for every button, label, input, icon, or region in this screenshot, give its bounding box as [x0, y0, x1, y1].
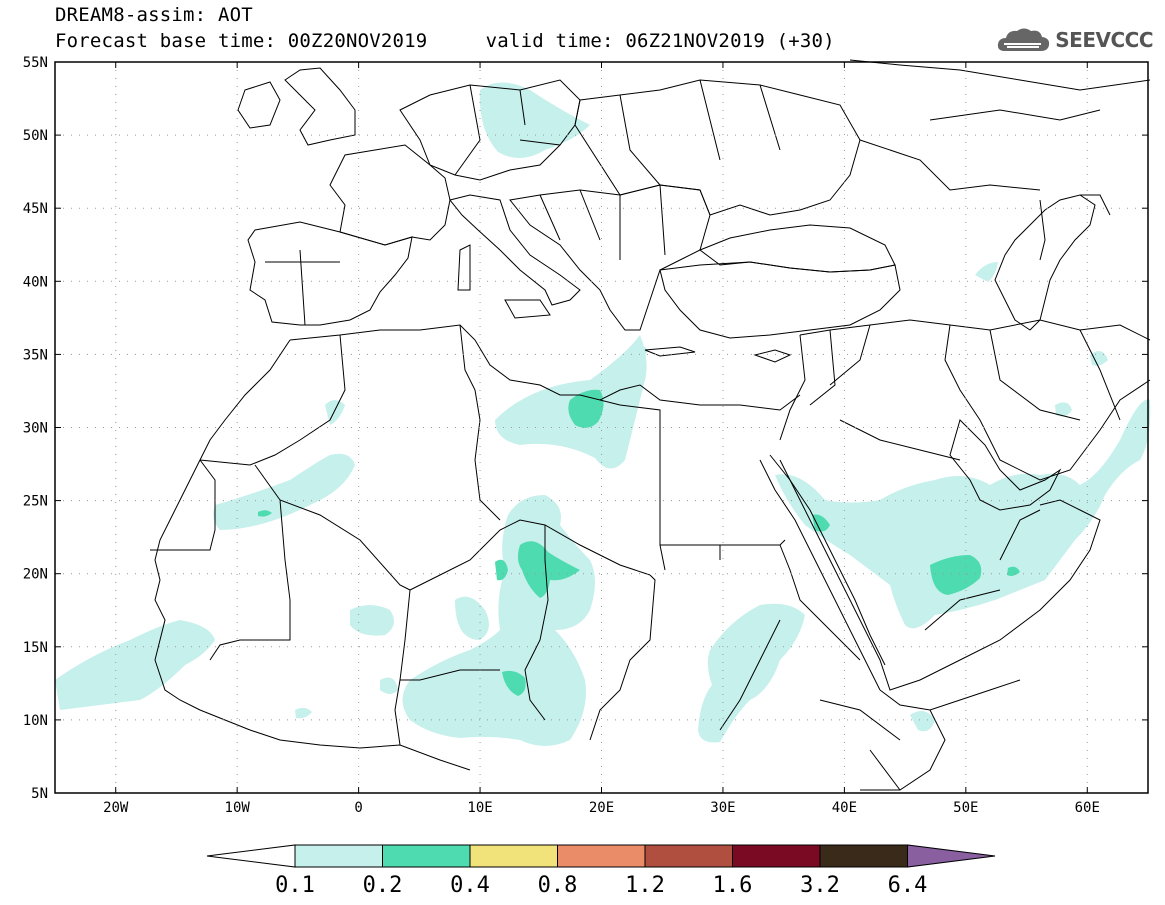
lat-tick-label: 35N: [23, 347, 48, 363]
colorbar-bin: [644, 844, 733, 868]
colorbar-bin: [469, 844, 558, 868]
lat-tick-label: 5N: [31, 786, 48, 802]
colorbar-label: 6.4: [888, 873, 928, 898]
colorbar: [206, 844, 996, 868]
colorbar-label: 1.2: [625, 873, 665, 898]
lat-tick-label: 50N: [23, 128, 48, 144]
colorbar-labels: 0.1 0.2 0.4 0.8 1.2 1.6 3.2 6.4: [275, 873, 927, 898]
cloud-logo-icon: [998, 28, 1050, 51]
lat-tick-label: 15N: [23, 640, 48, 656]
colorbar-bin: [294, 844, 383, 868]
lat-tick-label: 10N: [23, 713, 48, 729]
lat-tick-label: 40N: [23, 274, 48, 290]
lon-tick-label: 40E: [832, 800, 857, 816]
lat-tick-label: 55N: [23, 55, 48, 71]
colorbar-label: 0.2: [363, 873, 403, 898]
aot-shading: [55, 82, 1151, 746]
coastlines-borders: [150, 59, 1151, 791]
colorbar-label: 0.8: [538, 873, 578, 898]
colorbar-bin: [819, 844, 908, 868]
lon-tick-label: 50E: [953, 800, 978, 816]
valid-time-label: valid time: 06Z21NOV2019 (+30): [485, 30, 835, 52]
lon-tick-label: 0: [354, 800, 362, 816]
lon-tick-label: 20E: [589, 800, 614, 816]
colorbar-label: 0.1: [275, 873, 315, 898]
colorbar-label: 1.6: [713, 873, 753, 898]
seevccc-logo: SEEVCCC: [995, 22, 1153, 58]
time-info: Forecast base time: 00Z20NOV2019 valid t…: [55, 30, 835, 52]
colorbar-bin: [557, 844, 646, 868]
logo-text: SEEVCCC: [1055, 28, 1153, 52]
lon-tick-label: 30E: [710, 800, 735, 816]
lat-tick-label: 45N: [23, 201, 48, 217]
colorbar-arrow-low: [206, 844, 296, 868]
lon-tick-label: 10W: [225, 800, 251, 816]
colorbar-bin: [382, 844, 471, 868]
lon-tick-label: 60E: [1075, 800, 1100, 816]
lat-tick-label: 30N: [23, 421, 48, 437]
lon-tick-label: 20W: [103, 800, 129, 816]
longitude-labels: 20W 10W 0 10E 20E 30E 40E 50E 60E: [103, 800, 1100, 816]
colorbar-arrow-high: [907, 844, 996, 868]
latitude-labels: 55N 50N 45N 40N 35N 30N 25N 20N 15N 10N 5N: [23, 55, 48, 802]
lat-tick-label: 25N: [23, 494, 48, 510]
lat-tick-label: 20N: [23, 567, 48, 583]
colorbar-bin: [732, 844, 821, 868]
map-title: DREAM8-assim: AOT: [55, 4, 253, 26]
lon-tick-label: 10E: [467, 800, 492, 816]
base-time-label: Forecast base time: 00Z20NOV2019: [55, 30, 428, 52]
colorbar-label: 0.4: [450, 873, 490, 898]
colorbar-label: 3.2: [800, 873, 840, 898]
axis-ticks: [55, 61, 1148, 794]
